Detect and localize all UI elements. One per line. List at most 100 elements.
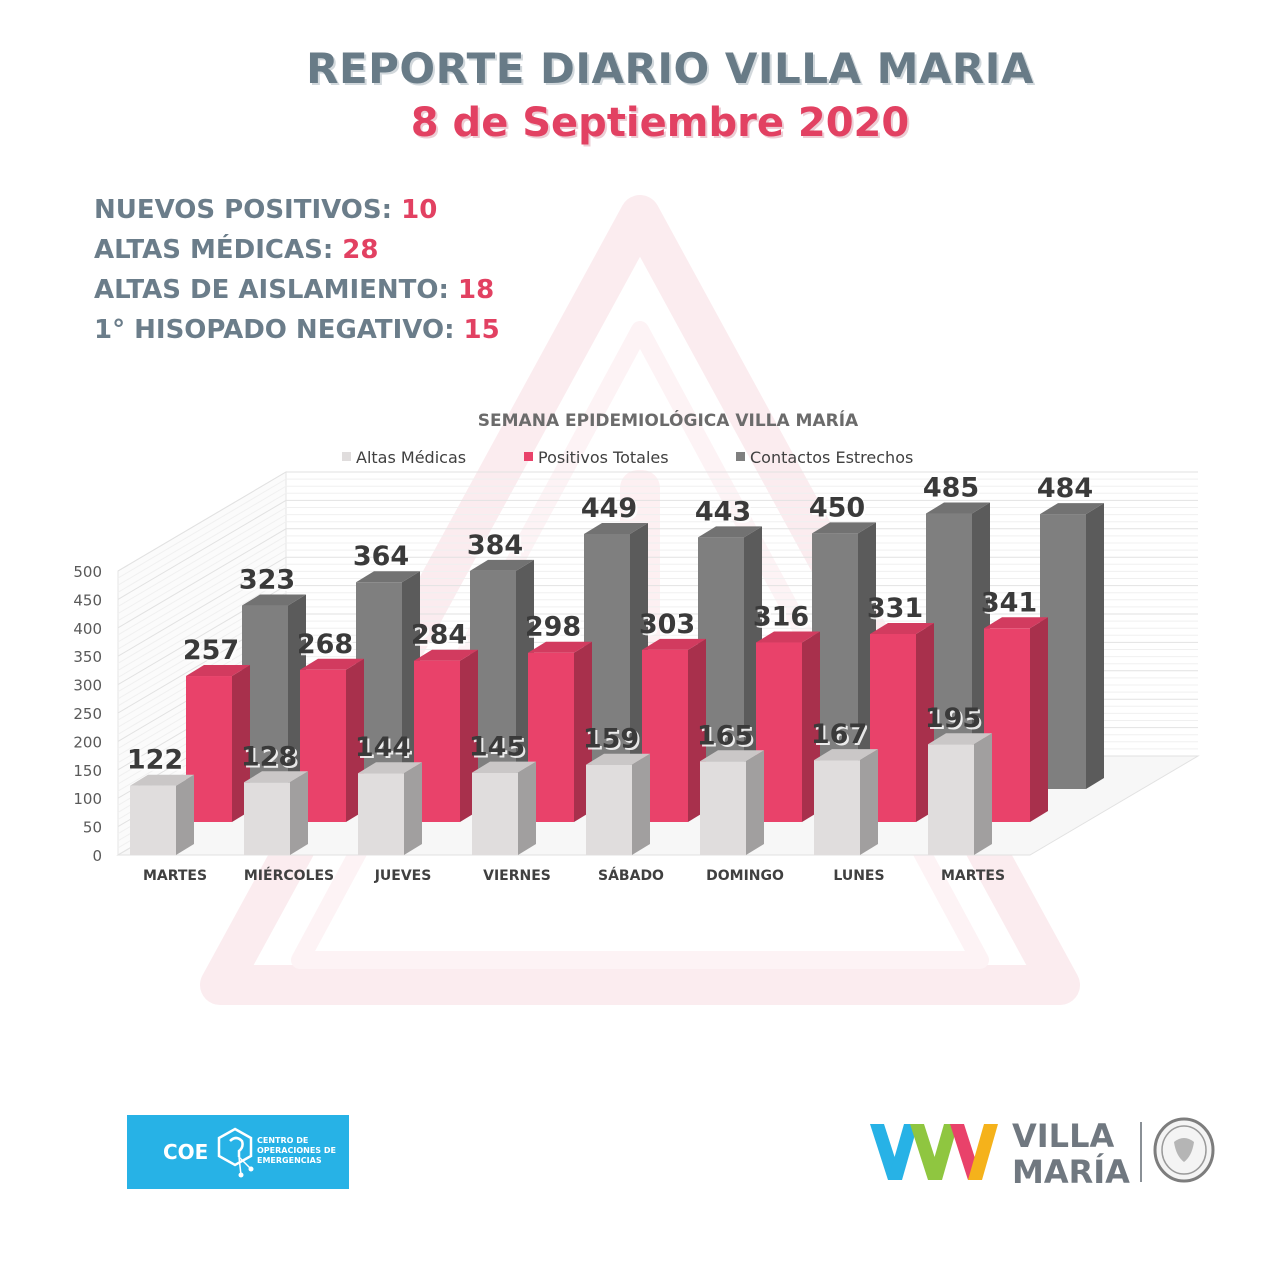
gridline (117, 592, 1198, 693)
data-label-shadow: 341 (983, 589, 1039, 620)
coe-logo-subtitle: CENTRO DE OPERACIONES DE EMERGENCIAS (257, 1136, 336, 1165)
data-label: 284 (411, 620, 467, 651)
data-label: 449 (581, 493, 637, 524)
gridline (117, 570, 1198, 671)
data-label: 331 (867, 593, 923, 624)
data-label-shadow: 323 (241, 567, 297, 598)
data-label: 384 (467, 530, 523, 561)
data-label-shadow: 128 (243, 743, 299, 774)
data-label-shadow: 364 (355, 543, 411, 574)
bar-top (926, 502, 990, 514)
legend-label: Altas Médicas (356, 448, 466, 467)
bar-top (984, 617, 1048, 629)
gridline (117, 556, 1198, 657)
stat-row: ALTAS DE AISLAMIENTO: 18 (94, 270, 500, 310)
data-label: 268 (297, 629, 353, 660)
bar-top (186, 665, 250, 677)
bar-front (358, 773, 404, 855)
data-label-shadow: 485 (925, 475, 981, 506)
bar-top (814, 749, 878, 761)
legend-swatch (524, 452, 533, 461)
bar (928, 733, 992, 855)
data-label: 443 (695, 496, 751, 527)
vm-line1: VILLA (1012, 1117, 1115, 1155)
gridline (117, 585, 1198, 686)
stats-list: NUEVOS POSITIVOS: 10 ALTAS MÉDICAS: 28 A… (94, 190, 500, 350)
data-label-shadow: 443 (697, 498, 753, 529)
bar (814, 749, 878, 855)
data-label: 257 (183, 635, 239, 666)
gridline (117, 521, 1198, 622)
data-label-shadow: 167 (813, 721, 869, 752)
data-label-shadow: 195 (927, 705, 983, 736)
gridline (117, 535, 1198, 636)
bar-side (176, 774, 194, 855)
coe-logo-text: COE (163, 1140, 209, 1164)
x-category-label: JUEVES (374, 868, 432, 884)
bar-top (472, 761, 536, 773)
bar-side (290, 771, 308, 855)
data-label-shadow: 484 (1039, 475, 1095, 506)
vm-line2: MARÍA (1012, 1153, 1130, 1191)
bar-top (356, 571, 420, 583)
data-label: 167 (811, 719, 867, 750)
report-date: 8 de Septiembre 2020 (410, 100, 910, 146)
data-label-shadow: 159 (585, 726, 641, 757)
bar-top (242, 594, 306, 606)
gridline (117, 507, 1198, 607)
bar (244, 771, 308, 855)
x-category-label: MARTES (941, 868, 1005, 884)
x-category-label: SÁBADO (598, 867, 664, 884)
y-tick-label: 200 (73, 733, 102, 751)
y-tick-label: 100 (73, 790, 102, 808)
bar (700, 750, 764, 855)
gridline (117, 485, 1198, 586)
chart-title: SEMANA EPIDEMIOLÓGICA VILLA MARÍA (478, 409, 859, 431)
bar-top (584, 522, 648, 534)
data-label: 298 (525, 612, 581, 643)
bar (472, 761, 536, 855)
data-label-shadow: 122 (129, 747, 185, 778)
x-category-label: DOMINGO (706, 868, 784, 884)
stat-value: 15 (463, 315, 500, 345)
data-label-shadow: 450 (811, 494, 867, 525)
data-label-shadow: 268 (299, 631, 355, 662)
y-tick-label: 50 (83, 819, 102, 837)
legend-swatch (342, 452, 351, 461)
y-tick-label: 150 (73, 762, 102, 780)
logo-divider (1140, 1122, 1142, 1182)
gridline (117, 499, 1198, 600)
y-tick-label: 500 (73, 563, 102, 581)
gridline (117, 478, 1198, 579)
x-category-label: LUNES (833, 868, 884, 884)
bar-side (860, 749, 878, 855)
bar-side (632, 753, 650, 855)
y-tick-label: 400 (73, 620, 102, 638)
report-title: REPORTE DIARIO VILLA MARIA (306, 44, 1034, 93)
stat-row: ALTAS MÉDICAS: 28 (94, 230, 500, 270)
legend-label: Contactos Estrechos (750, 448, 913, 467)
data-label: 485 (923, 473, 979, 504)
y-tick-label: 350 (73, 648, 102, 666)
gridline (117, 563, 1198, 664)
data-label: 122 (127, 745, 183, 776)
city-seal-icon (1153, 1117, 1215, 1183)
bar-top (528, 641, 592, 653)
bar (358, 762, 422, 855)
stat-value: 18 (457, 275, 495, 305)
bar-side (746, 750, 764, 855)
villa-maria-stripes-icon (870, 1124, 998, 1180)
bar-top (358, 762, 422, 774)
data-label-shadow: 316 (755, 604, 811, 635)
stat-value: 28 (342, 235, 379, 265)
legend-label: Positivos Totales (538, 448, 669, 467)
bar-front (130, 785, 176, 855)
bar-side (1086, 503, 1104, 789)
data-label: 364 (353, 541, 409, 572)
data-label: 145 (469, 732, 525, 763)
coe-logo: COE CENTRO DE OPERACIONES DE EMERGENCIAS (127, 1115, 349, 1189)
bar-top (1040, 503, 1104, 515)
data-label: 144 (355, 732, 411, 763)
bar-front (472, 772, 518, 855)
bar-side (974, 733, 992, 855)
